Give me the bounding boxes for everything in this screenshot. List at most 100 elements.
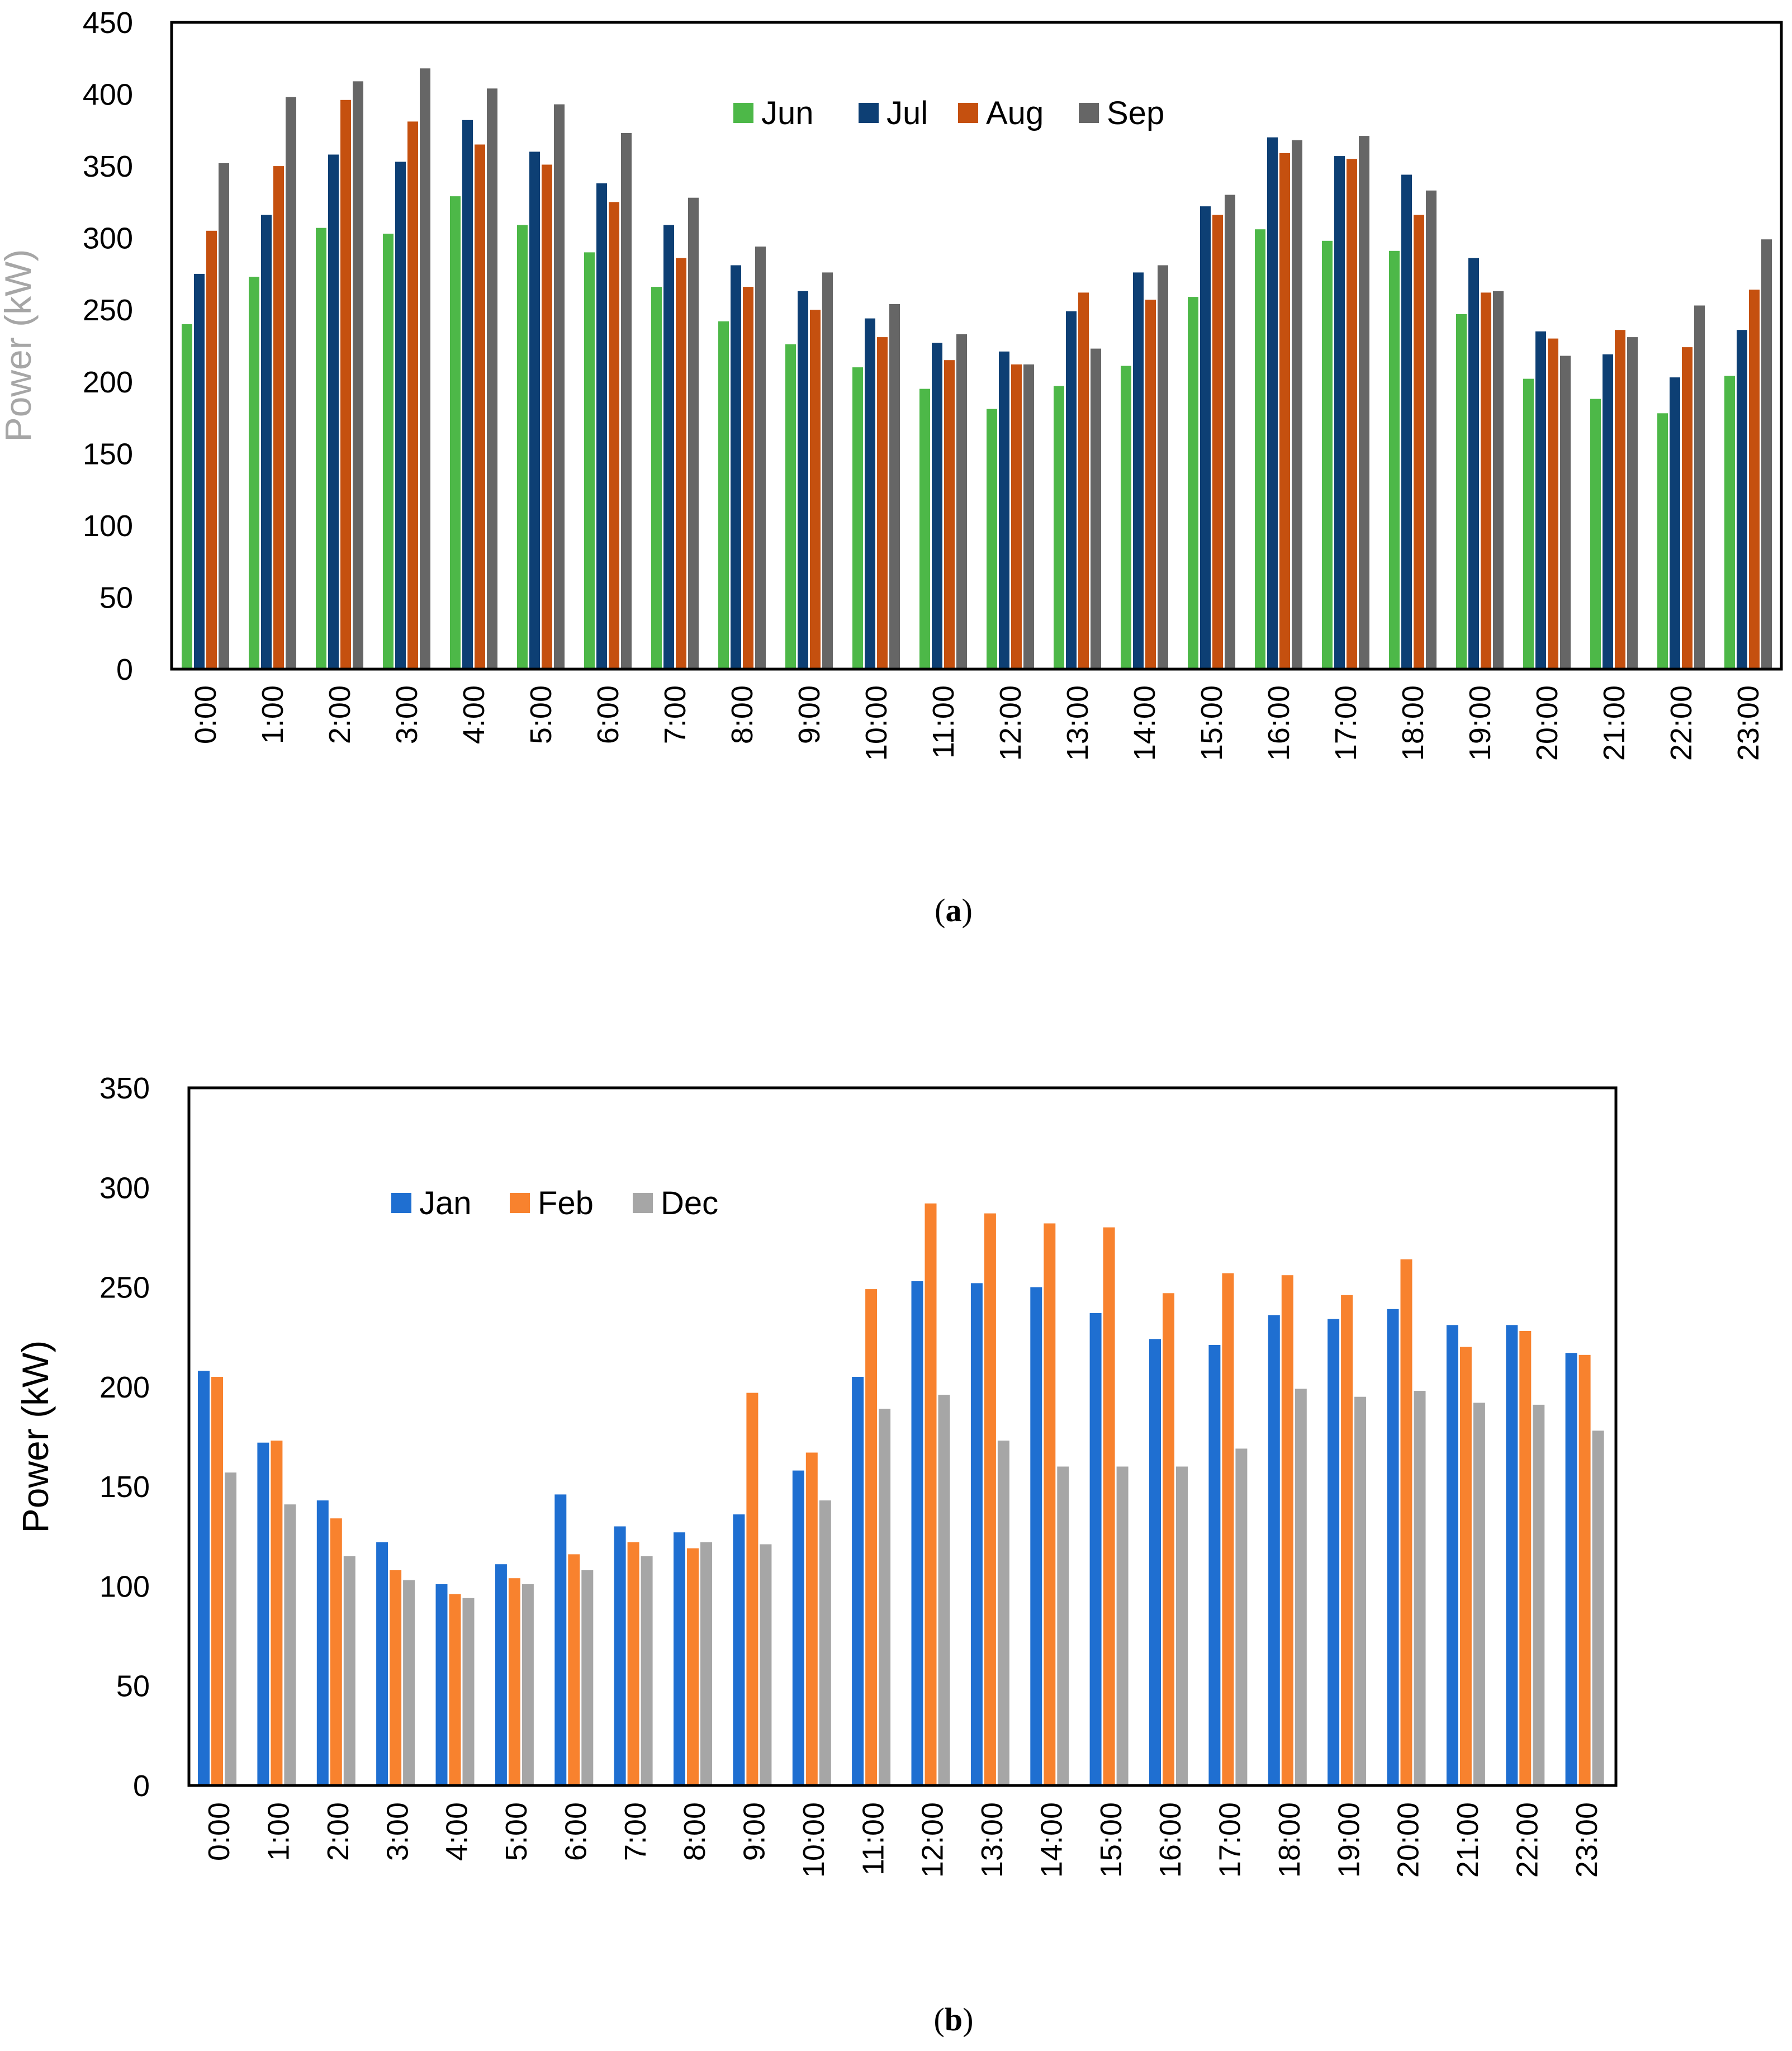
chart-a-y-tick-label: 450 bbox=[83, 6, 133, 40]
chart-b-x-tick-label: 12:00 bbox=[916, 1802, 950, 1878]
chart-a-bar-sep-19 bbox=[1493, 291, 1504, 669]
chart-a-bars bbox=[182, 68, 1772, 670]
chart-a-x-tick-label: 8:00 bbox=[726, 685, 759, 744]
chart-a-bar-aug-20 bbox=[1548, 338, 1558, 669]
chart-a-bar-aug-16 bbox=[1279, 153, 1290, 669]
chart-a-bar-aug-4 bbox=[475, 144, 485, 669]
chart-b-bar-dec-12 bbox=[938, 1395, 950, 1785]
chart-b-bar-feb-16 bbox=[1163, 1293, 1174, 1785]
chart-b-x-tick-label: 4:00 bbox=[440, 1802, 474, 1861]
chart-a-bar-jun-11 bbox=[919, 389, 930, 669]
chart-a-caption-letter: a bbox=[946, 892, 962, 929]
chart-a-x-tick-label: 11:00 bbox=[927, 685, 960, 759]
chart-b-legend-swatch-dec bbox=[633, 1193, 653, 1213]
chart-a-bar-jun-14 bbox=[1121, 366, 1131, 669]
chart-a-bar-jul-6 bbox=[596, 183, 607, 669]
chart-a-legend-label-sep: Sep bbox=[1107, 95, 1164, 131]
chart-b-bar-dec-16 bbox=[1176, 1466, 1188, 1785]
chart-b-x-tick-label: 19:00 bbox=[1332, 1802, 1366, 1878]
chart-b-bar-jan-16 bbox=[1149, 1339, 1161, 1785]
chart-b-legend-label-feb: Feb bbox=[538, 1185, 594, 1221]
chart-a-bar-jul-18 bbox=[1401, 174, 1412, 669]
chart-a-x-tick-label: 5:00 bbox=[524, 685, 558, 744]
chart-b-x-tick-label: 2:00 bbox=[321, 1802, 355, 1861]
chart-a-bar-aug-22 bbox=[1682, 347, 1693, 669]
chart-b-bar-feb-9 bbox=[746, 1392, 758, 1785]
chart-a-legend-swatch-jul bbox=[859, 103, 879, 123]
chart-a-bar-jul-2 bbox=[328, 154, 339, 669]
chart-a-legend-swatch-aug bbox=[958, 103, 978, 123]
chart-b-bar-dec-20 bbox=[1414, 1391, 1426, 1785]
chart-a-bar-jul-19 bbox=[1468, 258, 1479, 669]
chart-a-x-tick-label: 14:00 bbox=[1128, 685, 1162, 761]
chart-a-bar-aug-7 bbox=[676, 258, 686, 669]
chart-b-bar-dec-13 bbox=[997, 1441, 1009, 1785]
chart-b-bar-dec-0 bbox=[225, 1472, 236, 1785]
chart-a-bar-jun-10 bbox=[852, 367, 863, 669]
chart-b-x-tick-label: 23:00 bbox=[1570, 1802, 1604, 1878]
chart-a-bar-sep-0 bbox=[219, 163, 229, 669]
chart-b-bar-jan-4 bbox=[435, 1584, 448, 1785]
chart-a-legend-label-jun: Jun bbox=[761, 95, 814, 131]
chart-b-bar-dec-3 bbox=[403, 1580, 415, 1785]
chart-a-x-tick-label: 1:00 bbox=[256, 685, 290, 744]
chart-a-x-tick-label: 21:00 bbox=[1597, 685, 1631, 761]
chart-b-bar-jan-3 bbox=[376, 1542, 388, 1785]
chart-b-bar-dec-18 bbox=[1295, 1389, 1307, 1785]
chart-a-bar-aug-15 bbox=[1212, 215, 1223, 669]
chart-b-bar-jan-21 bbox=[1446, 1325, 1458, 1785]
chart-b-bar-jan-6 bbox=[554, 1494, 567, 1785]
chart-a-bar-aug-8 bbox=[743, 287, 753, 669]
chart-b-bar-dec-8 bbox=[700, 1542, 712, 1785]
chart-a-x-tick-label: 18:00 bbox=[1396, 685, 1430, 761]
chart-a-bar-sep-23 bbox=[1761, 239, 1772, 669]
chart-a-bar-jun-23 bbox=[1724, 376, 1735, 669]
chart-b-x-tick-label: 14:00 bbox=[1035, 1802, 1068, 1878]
chart-a-x-tick-label: 9:00 bbox=[793, 685, 826, 744]
chart-b-bar-jan-19 bbox=[1328, 1319, 1340, 1785]
chart-a-bar-aug-1 bbox=[273, 166, 284, 670]
chart-a-bar-jul-21 bbox=[1603, 354, 1613, 669]
chart-b-y-tick-label: 200 bbox=[99, 1371, 150, 1404]
chart-a-bar-sep-1 bbox=[286, 97, 296, 669]
chart-a-bar-sep-15 bbox=[1225, 195, 1235, 669]
chart-a-plot-frame bbox=[170, 21, 1783, 671]
chart-a-bar-jul-15 bbox=[1200, 206, 1211, 670]
chart-a-bar-jul-1 bbox=[261, 215, 272, 669]
chart-a-bar-sep-7 bbox=[688, 197, 699, 669]
chart-b: 0 50 100 150 200 250 300 350 0:00 1:00 2:00 3:00 4:… bbox=[15, 1072, 1618, 2038]
chart-b-x-tick-label: 8:00 bbox=[678, 1802, 712, 1861]
chart-a-y-tick-label: 400 bbox=[83, 78, 133, 112]
chart-a-bar-jun-15 bbox=[1188, 297, 1198, 669]
chart-b-bar-feb-14 bbox=[1044, 1223, 1056, 1785]
chart-b-x-tick-label: 9:00 bbox=[738, 1802, 771, 1861]
chart-b-x-tick-label: 18:00 bbox=[1273, 1802, 1306, 1878]
chart-b-x-tick-label: 7:00 bbox=[619, 1802, 652, 1861]
chart-a-bar-jun-6 bbox=[584, 252, 595, 669]
chart-b-y-axis-label: Power (kW) bbox=[15, 1341, 56, 1533]
chart-a-bar-jul-0 bbox=[194, 273, 205, 669]
chart-a-x-tick-label: 6:00 bbox=[591, 685, 625, 744]
chart-a-bar-sep-16 bbox=[1292, 140, 1302, 670]
chart-a-y-ticks: 0 50 100 150 200 250 300 350 400 450 bbox=[83, 6, 133, 686]
chart-a-y-tick-label: 50 bbox=[99, 581, 133, 614]
chart-b-bar-feb-13 bbox=[984, 1213, 996, 1785]
chart-b-legend-swatch-feb bbox=[510, 1193, 530, 1213]
chart-a-bar-aug-5 bbox=[542, 164, 552, 669]
chart-b-bar-dec-10 bbox=[819, 1500, 831, 1785]
chart-b-bar-feb-12 bbox=[925, 1203, 937, 1785]
chart-b-bar-dec-17 bbox=[1235, 1448, 1248, 1785]
chart-b-bar-feb-15 bbox=[1103, 1227, 1115, 1785]
chart-a-bar-sep-11 bbox=[956, 334, 967, 669]
chart-a-bar-aug-2 bbox=[340, 100, 351, 670]
chart-a-bar-sep-14 bbox=[1158, 265, 1168, 669]
chart-a-bar-sep-2 bbox=[353, 81, 363, 669]
chart-a-bar-aug-17 bbox=[1347, 159, 1357, 669]
chart-b-legend-label-jan: Jan bbox=[419, 1185, 472, 1221]
chart-b-x-ticks: 0:00 1:00 2:00 3:00 4:00 5:00 6:00 7:00 8:00 9:00… bbox=[202, 1802, 1604, 1878]
chart-b-y-tick-label: 350 bbox=[99, 1072, 150, 1105]
chart-a-legend-swatch-sep bbox=[1079, 103, 1099, 123]
chart-a-legend: Jun Jul Aug Sep bbox=[733, 95, 1164, 131]
chart-b-y-tick-label: 0 bbox=[133, 1769, 150, 1803]
chart-a-x-tick-label: 4:00 bbox=[457, 685, 491, 744]
